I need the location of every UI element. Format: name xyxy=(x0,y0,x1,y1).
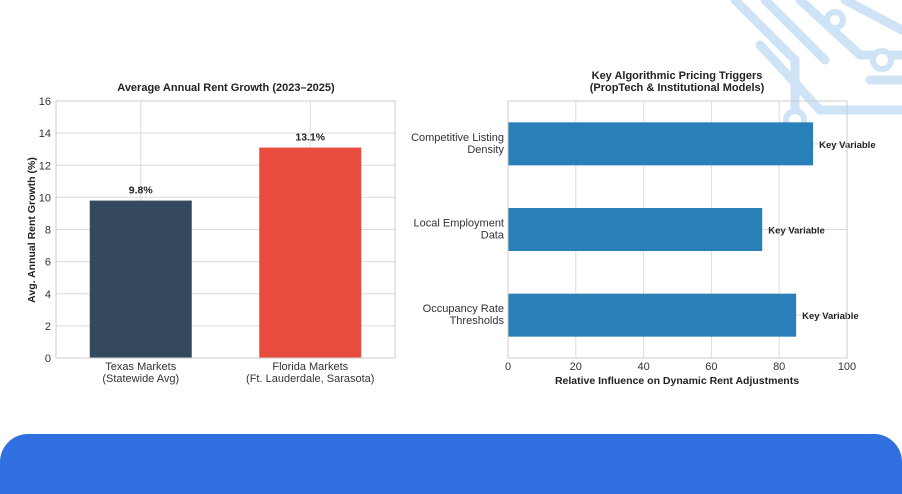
data-label: 13.1% xyxy=(295,132,325,144)
y-tick-label: Occupancy Rate xyxy=(423,303,504,315)
x-tick-label: 0 xyxy=(505,361,511,373)
data-label: Key Variable xyxy=(802,311,859,322)
circuit-decoration xyxy=(730,0,902,132)
y-tick-label: Competitive Listing xyxy=(411,132,504,144)
bar xyxy=(508,208,763,251)
bar xyxy=(89,200,192,358)
y-tick-label: Thresholds xyxy=(450,315,505,327)
rent-growth-chart: Average Annual Rent Growth (2023–2025) 9… xyxy=(26,82,396,385)
chart-title-line: Key Algorithmic Pricing Triggers xyxy=(592,70,763,82)
x-tick-label: 80 xyxy=(773,361,785,373)
x-tick-label: Florida Markets xyxy=(272,361,348,373)
y-tick-labels: 0 2 4 6 8 10 12 14 16 xyxy=(39,96,51,365)
chart-title: Key Algorithmic Pricing Triggers(PropTec… xyxy=(590,70,765,94)
x-tick-label: 40 xyxy=(637,361,649,373)
y-tick-label: 12 xyxy=(39,160,51,172)
x-tick-labels: 0 20 40 60 80 100 xyxy=(505,361,856,373)
y-tick-label: 2 xyxy=(45,321,51,333)
x-tick-labels: Texas Markets(Statewide Avg) Florida Mark… xyxy=(102,361,374,385)
bar xyxy=(508,122,814,166)
data-label: 9.8% xyxy=(129,185,154,197)
y-tick-label: Data xyxy=(481,230,505,242)
bar xyxy=(508,293,797,337)
y-tick-label: 14 xyxy=(39,128,51,140)
chart-title-line: (PropTech & Institutional Models) xyxy=(590,82,765,94)
x-tick-label: (Ft. Lauderdale, Sarasota) xyxy=(246,373,374,385)
y-tick-label: Local Employment xyxy=(414,218,505,230)
x-tick-label: 100 xyxy=(838,361,856,373)
pricing-triggers-chart: Key Algorithmic Pricing Triggers(PropTec… xyxy=(411,70,876,387)
y-tick-label: 8 xyxy=(45,225,51,237)
y-tick-label: 6 xyxy=(45,257,51,269)
y-axis-label: Avg. Annual Rent Growth (%) xyxy=(26,157,38,303)
bar xyxy=(259,147,362,358)
x-tick-label: (Statewide Avg) xyxy=(102,373,179,385)
bars: 9.8% 13.1% xyxy=(89,132,362,358)
y-tick-label: Density xyxy=(467,144,504,156)
y-tick-label: 10 xyxy=(39,192,51,204)
plot-frame xyxy=(507,100,848,359)
x-axis-label: Relative Influence on Dynamic Rent Adjus… xyxy=(555,375,799,387)
x-tick-label: Texas Markets xyxy=(105,361,176,373)
x-tick-label: 20 xyxy=(570,361,582,373)
y-tick-label: 0 xyxy=(45,353,51,365)
plot-frame xyxy=(55,100,396,359)
chart-title: Average Annual Rent Growth (2023–2025) xyxy=(117,82,335,94)
y-tick-label: 4 xyxy=(45,289,51,301)
y-tick-label: 16 xyxy=(39,96,51,108)
x-tick-label: 60 xyxy=(705,361,717,373)
data-label: Key Variable xyxy=(768,226,825,237)
footer-banner xyxy=(0,434,902,494)
